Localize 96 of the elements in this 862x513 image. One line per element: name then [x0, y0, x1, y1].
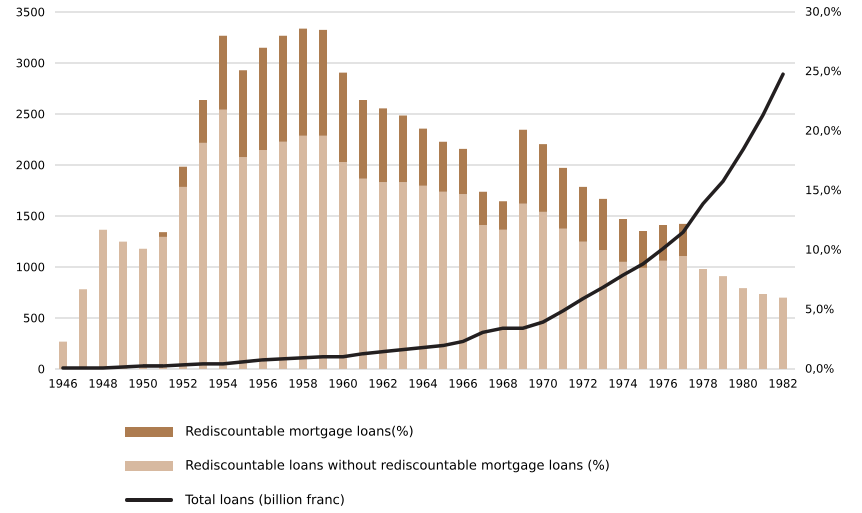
bar — [339, 162, 348, 369]
y-tick-label: 3500 — [16, 8, 44, 16]
x-tick-label: 1954 — [210, 379, 237, 388]
y-tick-label: 1500 — [16, 212, 44, 220]
bar — [519, 130, 528, 204]
legend-label: Total loans (billion franc) — [185, 494, 344, 506]
x-tick-label: 1946 — [50, 379, 77, 388]
y2-tick-label: 0,0% — [806, 364, 834, 374]
y-tick-label: 500 — [24, 314, 44, 322]
bar — [519, 204, 528, 369]
y2-tick-label: 10,0% — [806, 245, 841, 255]
bar — [439, 142, 448, 192]
x-tick-label: 1962 — [370, 379, 396, 388]
bar — [599, 250, 608, 369]
bar — [399, 116, 408, 182]
bar — [739, 288, 748, 369]
bar — [199, 142, 208, 369]
bar — [539, 212, 548, 369]
bar — [479, 225, 488, 369]
bar — [139, 248, 147, 369]
bar — [599, 198, 608, 250]
bar — [459, 148, 468, 194]
bar — [319, 30, 328, 136]
bar — [559, 168, 568, 229]
bar — [579, 242, 588, 369]
x-tick-label: 1960 — [330, 379, 357, 388]
bar — [719, 276, 728, 369]
bar — [299, 28, 308, 136]
x-tick-label: 1978 — [690, 379, 717, 388]
bar — [759, 294, 768, 369]
x-tick-label: 1980 — [730, 379, 757, 388]
bar — [499, 201, 508, 230]
y2-tick-label: 20,0% — [806, 126, 841, 136]
x-tick-label: 1952 — [170, 379, 196, 388]
bar — [559, 228, 568, 369]
x-tick-label: 1974 — [610, 379, 637, 388]
bar — [499, 230, 508, 369]
x-tick-label: 1950 — [130, 379, 157, 388]
y-tick-label: 3000 — [16, 58, 44, 68]
bar — [199, 100, 208, 143]
bar — [219, 36, 228, 110]
bar — [419, 186, 428, 369]
bar — [279, 142, 288, 369]
bar — [679, 256, 688, 369]
y2-tick-label: 30,0% — [806, 7, 841, 17]
legend-label: Rediscountable mortgage loans(%) — [186, 426, 413, 438]
x-tick-label: 1966 — [450, 379, 477, 388]
bar — [299, 136, 308, 369]
x-tick-label: 1948 — [90, 379, 117, 388]
legend-label: Rediscountable loans without rediscountable mortgage loans (%) — [186, 460, 609, 472]
x-tick-label: 1968 — [490, 379, 517, 388]
x-tick-label: 1956 — [250, 379, 277, 388]
bar — [359, 100, 368, 179]
x-tick-label: 1976 — [650, 379, 677, 388]
bar — [119, 242, 127, 369]
bar — [339, 72, 348, 162]
bar — [179, 166, 187, 187]
bar — [239, 70, 248, 158]
x-tick-label: 1972 — [570, 379, 596, 388]
bar — [159, 232, 167, 237]
bar — [259, 48, 268, 150]
bar — [779, 298, 788, 369]
bar — [699, 269, 708, 369]
y2-tick-label: 25,0% — [806, 66, 841, 76]
bar — [459, 194, 468, 369]
x-tick-label: 1964 — [410, 379, 437, 388]
y2-tick-label: 5,0% — [806, 304, 834, 314]
bar — [399, 182, 408, 369]
bar — [319, 136, 328, 369]
bar — [419, 128, 428, 186]
bar — [379, 182, 388, 369]
y-tick-label: 2500 — [16, 110, 44, 118]
bar — [359, 178, 368, 369]
bar — [619, 262, 628, 369]
bar — [639, 268, 648, 369]
x-tick-label: 1982 — [770, 379, 796, 388]
bar — [219, 110, 228, 369]
bar — [439, 192, 448, 369]
x-tick-label: 1958 — [290, 379, 317, 388]
bar — [59, 342, 67, 369]
bar — [279, 36, 288, 142]
bar — [659, 260, 668, 369]
y-tick-label: 0 — [38, 364, 44, 374]
bar — [159, 236, 167, 369]
bar — [539, 144, 548, 212]
bar — [579, 186, 588, 242]
y-tick-label: 2000 — [16, 160, 44, 170]
y-tick-label: 1000 — [16, 262, 44, 272]
x-tick-label: 1970 — [530, 379, 557, 388]
y2-tick-label: 15,0% — [806, 186, 841, 196]
bar — [479, 192, 488, 226]
bar — [179, 186, 187, 369]
bar — [259, 150, 268, 369]
bar — [379, 108, 388, 182]
bar — [239, 157, 248, 369]
bar — [619, 219, 628, 262]
